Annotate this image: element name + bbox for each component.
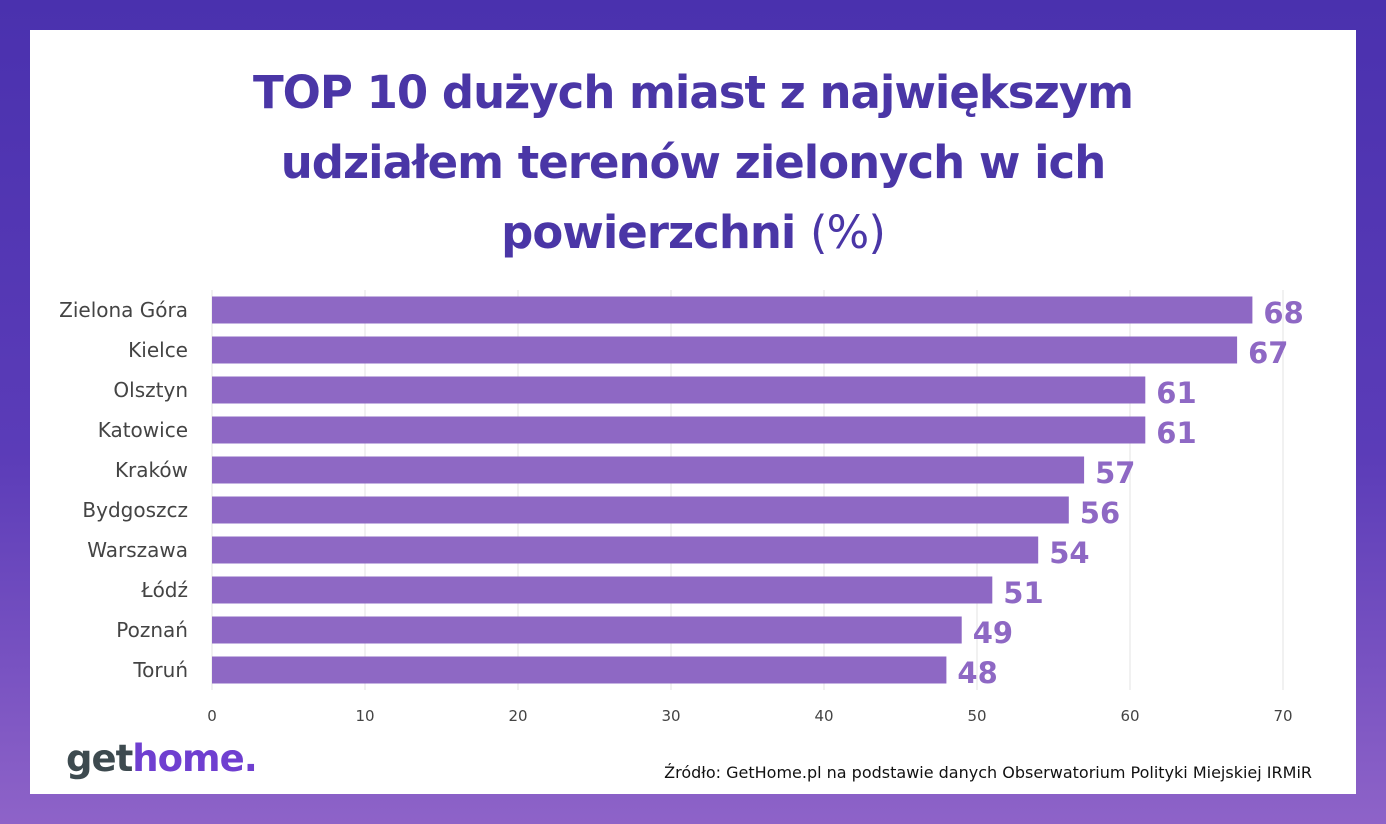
bar-2 <box>212 376 1146 404</box>
title-line-1: TOP 10 dużych miast z największym <box>252 66 1134 119</box>
value-label-8: 49 <box>973 616 1013 650</box>
x-tick-label-40: 40 <box>814 707 833 725</box>
logo-home: home <box>132 737 244 780</box>
title-line-2: udziałem terenów zielonych w ich <box>280 136 1107 189</box>
value-label-5: 56 <box>1080 496 1120 530</box>
value-label-9: 48 <box>957 656 997 690</box>
category-label-1: Kielce <box>128 338 188 362</box>
source-note: Źródło: GetHome.pl na podstawie danych O… <box>664 763 1312 782</box>
value-label-4: 57 <box>1095 456 1135 490</box>
gethome-logo: gethome. <box>66 737 258 780</box>
logo-get: get <box>66 737 133 780</box>
bar-0 <box>212 296 1253 324</box>
value-label-3: 61 <box>1156 416 1196 450</box>
x-tick-label-10: 10 <box>355 707 374 725</box>
value-label-1: 67 <box>1248 336 1288 370</box>
chart-title: TOP 10 dużych miast z największym udział… <box>0 58 1386 268</box>
category-label-8: Poznań <box>116 618 188 642</box>
bar-1 <box>212 336 1238 364</box>
x-tick-label-0: 0 <box>207 707 217 725</box>
category-labels: Zielona Góra Kielce Olsztyn Katowice Kraków B… <box>59 298 188 682</box>
bar-6 <box>212 536 1039 564</box>
value-label-2: 61 <box>1156 376 1196 410</box>
bars <box>212 296 1253 684</box>
x-tick-labels: 0 10 20 30 40 50 60 70 <box>207 707 1292 725</box>
value-label-6: 54 <box>1049 536 1089 570</box>
category-label-5: Bydgoszcz <box>82 498 188 522</box>
value-label-0: 68 <box>1263 296 1303 330</box>
value-label-7: 51 <box>1003 576 1043 610</box>
x-tick-label-60: 60 <box>1120 707 1139 725</box>
category-label-2: Olsztyn <box>113 378 188 402</box>
x-tick-label-20: 20 <box>508 707 527 725</box>
bar-7 <box>212 576 993 604</box>
category-label-4: Kraków <box>115 458 188 482</box>
title-unit: (%) <box>810 206 886 259</box>
x-tick-label-50: 50 <box>967 707 986 725</box>
title-line-3-text: powierzchni <box>501 206 796 259</box>
bar-8 <box>212 616 962 644</box>
category-label-3: Katowice <box>98 418 188 442</box>
category-label-6: Warszawa <box>87 538 188 562</box>
logo-dot: . <box>243 737 258 780</box>
category-label-9: Toruń <box>132 658 188 682</box>
category-label-7: Łódź <box>140 578 188 602</box>
x-tick-label-30: 30 <box>661 707 680 725</box>
bar-3 <box>212 416 1146 444</box>
title-line-3: powierzchni (%) <box>0 198 1386 268</box>
x-tick-label-70: 70 <box>1273 707 1292 725</box>
bar-9 <box>212 656 947 684</box>
bar-4 <box>212 456 1085 484</box>
bar-5 <box>212 496 1069 524</box>
category-label-0: Zielona Góra <box>59 298 188 322</box>
